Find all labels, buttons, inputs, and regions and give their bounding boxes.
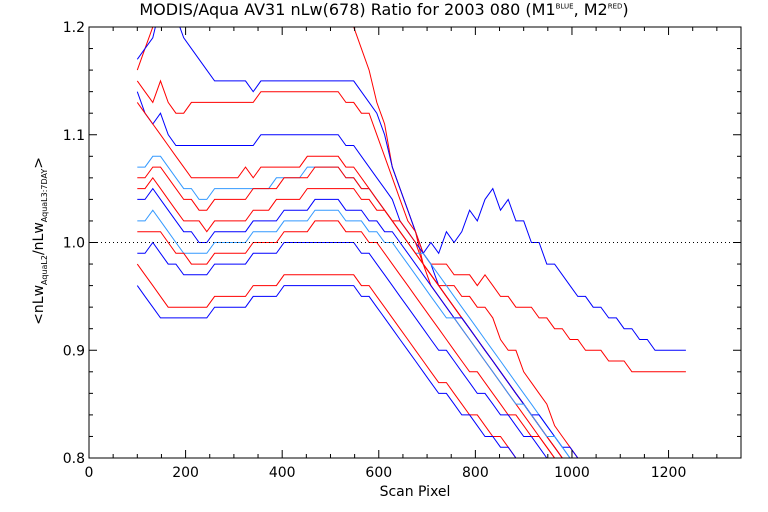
series-line-7: [137, 176, 571, 458]
y-axis-label: <nLwAquaL2/nLwAquaL3:7DAY>: [31, 156, 49, 325]
series-line-1: [136, 27, 686, 351]
chart-title: MODIS/Aqua AV31 nLw(678) Ratio for 2003 …: [139, 0, 629, 19]
series-line-2: [136, 79, 686, 373]
series-line-4: [136, 102, 556, 458]
series-line-9: [137, 209, 579, 458]
x-tick-label-5: 1000: [554, 465, 590, 481]
series-line-5: [137, 155, 571, 458]
y-tick-label-3: 1.1: [63, 128, 85, 144]
series-layer: [136, 27, 686, 458]
axes-layer: 0 200 400 600 800 1000 1200 0.8 0.9 1.0 1.1 1.2: [63, 20, 742, 481]
series-line-8: [137, 187, 579, 458]
series-line-10: [137, 220, 563, 458]
series-line-12: [136, 263, 525, 458]
y-tick-label-1: 0.9: [63, 343, 85, 359]
series-line-11: [137, 241, 556, 458]
y-tick-label-2: 1.0: [63, 236, 85, 252]
series-line-13: [136, 285, 525, 458]
x-axis-label: Scan Pixel: [379, 484, 451, 500]
y-tick-label-4: 1.2: [63, 20, 85, 36]
x-tick-label-4: 800: [462, 465, 489, 481]
x-tick-label-1: 200: [172, 465, 199, 481]
y-tick-label-0: 0.8: [63, 451, 85, 467]
x-tick-label-0: 0: [85, 465, 94, 481]
x-tick-label-3: 600: [365, 465, 392, 481]
series-line-6: [137, 166, 563, 458]
x-tick-label-2: 400: [269, 465, 296, 481]
x-tick-label-6: 1200: [651, 465, 687, 481]
series-line-0: [136, 27, 579, 458]
